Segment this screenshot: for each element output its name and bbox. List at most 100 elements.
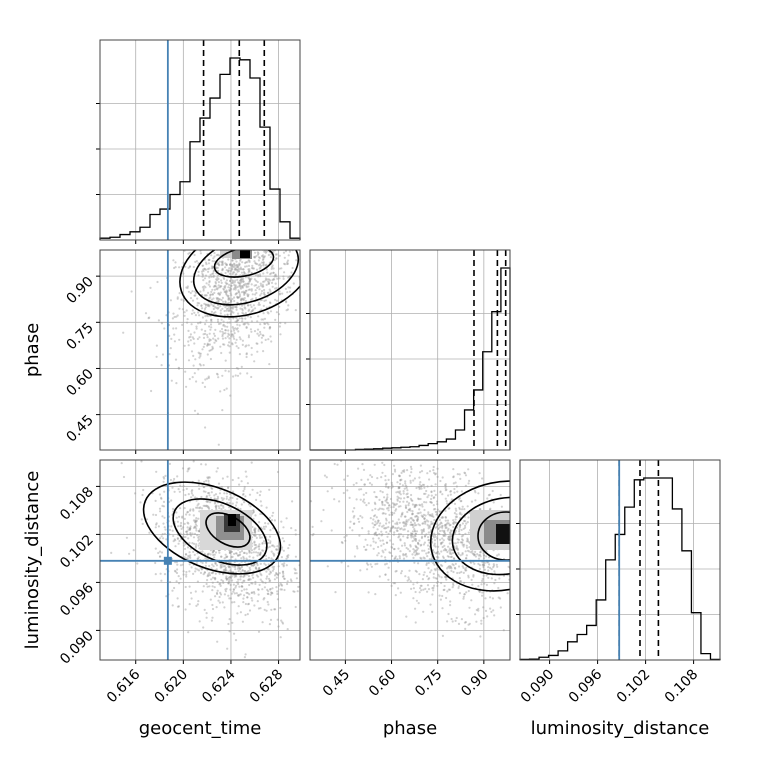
sample-point xyxy=(219,591,222,595)
sample-point xyxy=(257,301,261,305)
sample-point xyxy=(253,541,256,544)
sample-point xyxy=(222,506,225,509)
sample-point xyxy=(492,564,496,567)
sample-point xyxy=(413,524,416,527)
sample-point xyxy=(273,278,276,281)
sample-point xyxy=(206,553,209,556)
sample-point xyxy=(307,595,309,597)
sample-point xyxy=(250,305,253,309)
sample-point xyxy=(221,601,224,604)
sample-point xyxy=(178,266,181,269)
sample-point xyxy=(388,504,391,507)
sample-point xyxy=(411,540,414,543)
sample-point xyxy=(412,479,415,482)
sample-point xyxy=(250,564,253,567)
sample-point xyxy=(401,511,404,514)
sample-point xyxy=(243,247,245,249)
sample-point xyxy=(261,541,264,545)
sample-point xyxy=(305,579,307,581)
sample-point xyxy=(436,581,439,584)
sample-point xyxy=(499,597,502,600)
sample-point xyxy=(353,555,356,558)
sample-point xyxy=(411,499,414,502)
sample-point xyxy=(233,283,236,287)
sample-point xyxy=(269,588,272,591)
sample-point xyxy=(397,536,400,539)
sample-point xyxy=(233,552,236,556)
sample-point xyxy=(182,272,185,275)
sample-point xyxy=(394,555,397,558)
sample-point xyxy=(202,573,205,576)
sample-point xyxy=(247,603,250,606)
sample-point xyxy=(154,499,157,502)
sample-point xyxy=(400,572,403,575)
sample-point xyxy=(189,556,192,560)
sample-point xyxy=(242,244,244,246)
sample-point xyxy=(259,333,262,336)
sample-point xyxy=(251,599,254,602)
sample-point xyxy=(233,268,236,271)
sample-point xyxy=(414,538,417,541)
sample-point xyxy=(258,245,260,247)
sample-point xyxy=(234,305,237,308)
sample-point xyxy=(235,263,239,266)
sample-point xyxy=(313,289,315,291)
sample-point xyxy=(231,264,234,267)
sample-point xyxy=(524,573,526,575)
sample-point xyxy=(273,275,276,278)
sample-point xyxy=(196,297,199,300)
sample-point xyxy=(390,486,393,489)
sample-point xyxy=(249,220,251,222)
sample-point xyxy=(283,224,285,226)
sample-point xyxy=(171,457,173,459)
sample-point xyxy=(513,559,515,561)
sample-point xyxy=(221,498,224,502)
sample-point xyxy=(395,508,398,511)
sample-point xyxy=(224,369,227,372)
sample-point xyxy=(270,591,273,594)
sample-point xyxy=(215,285,218,288)
sample-point xyxy=(188,251,191,254)
sample-point xyxy=(210,298,213,301)
sample-point xyxy=(430,541,434,544)
sample-point xyxy=(459,500,462,503)
sample-point xyxy=(383,463,386,467)
sample-point xyxy=(193,294,196,297)
sample-point xyxy=(455,515,459,519)
sample-point xyxy=(217,274,220,277)
sample-point xyxy=(248,566,251,570)
sample-point xyxy=(239,284,242,287)
sample-point xyxy=(207,291,210,294)
sample-point xyxy=(181,516,184,519)
sample-point xyxy=(279,292,282,295)
sample-point xyxy=(191,489,194,492)
sample-point xyxy=(465,554,468,557)
sample-point xyxy=(387,509,390,512)
sample-point xyxy=(443,531,446,534)
contour-line xyxy=(451,496,510,576)
sample-point xyxy=(439,491,442,494)
sample-point xyxy=(458,571,461,575)
sample-point xyxy=(241,284,244,288)
sample-point xyxy=(255,255,258,258)
sample-point xyxy=(330,487,334,490)
sample-point xyxy=(385,522,388,525)
sample-point xyxy=(289,286,292,289)
sample-point xyxy=(237,281,240,284)
sample-point xyxy=(245,237,247,239)
sample-point xyxy=(470,500,474,503)
sample-point xyxy=(205,319,208,322)
sample-point xyxy=(404,515,407,518)
sample-point xyxy=(412,519,415,522)
sample-point xyxy=(482,565,485,569)
sample-point xyxy=(260,580,264,583)
sample-point xyxy=(227,581,230,584)
sample-point xyxy=(209,323,213,326)
sample-point xyxy=(157,551,160,555)
sample-point xyxy=(159,537,162,540)
sample-point xyxy=(228,345,231,348)
sample-point xyxy=(420,557,423,560)
sample-point xyxy=(385,562,388,565)
sample-point xyxy=(182,533,185,536)
